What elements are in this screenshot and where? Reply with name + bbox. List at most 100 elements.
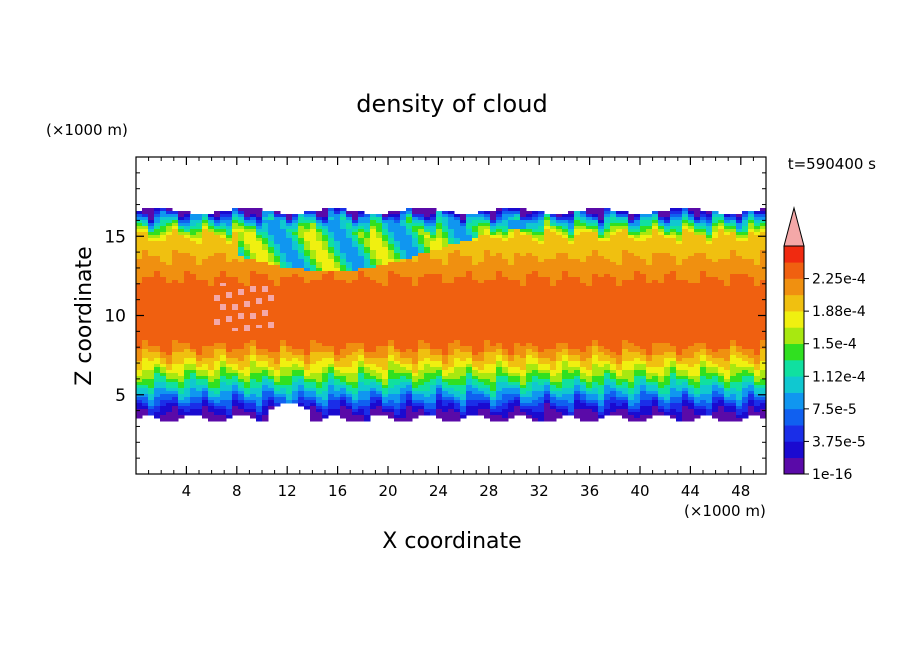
contour-cell: [466, 337, 473, 341]
contour-cell: [388, 289, 395, 293]
contour-cell: [658, 214, 665, 218]
contour-cell: [658, 322, 665, 326]
contour-cell: [370, 313, 377, 317]
contour-cell: [394, 307, 401, 311]
contour-cell: [748, 289, 755, 293]
contour-cell: [460, 316, 467, 320]
contour-cell: [382, 295, 389, 299]
contour-cell: [466, 223, 473, 227]
contour-cell: [694, 316, 701, 320]
contour-cell: [208, 343, 215, 347]
contour-cell: [430, 319, 437, 323]
contour-cell: [382, 220, 389, 224]
contour-cell: [556, 235, 563, 239]
contour-cell: [604, 268, 611, 272]
contour-cell: [556, 319, 563, 323]
contour-cell: [670, 265, 677, 269]
contour-cell: [256, 208, 263, 212]
contour-cell: [568, 214, 575, 218]
contour-cell: [538, 232, 545, 236]
contour-cell: [460, 349, 467, 353]
contour-cell: [358, 289, 365, 293]
contour-cell: [364, 232, 371, 236]
contour-cell: [760, 223, 766, 227]
contour-cell: [352, 325, 359, 329]
contour-cell: [436, 229, 443, 233]
contour-cell: [460, 286, 467, 290]
contour-cell: [670, 310, 677, 314]
contour-cell: [652, 301, 659, 305]
contour-cell: [724, 340, 731, 344]
contour-cell: [376, 256, 383, 260]
contour-cell: [262, 223, 269, 227]
contour-cell: [574, 325, 581, 329]
contour-cell: [532, 211, 539, 215]
contour-cell: [730, 340, 737, 344]
contour-cell: [664, 262, 671, 266]
contour-cell: [538, 283, 545, 287]
contour-cell: [562, 316, 569, 320]
contour-cell: [706, 232, 713, 236]
contour-cell: [508, 295, 515, 299]
contour-cell: [388, 223, 395, 227]
contour-cell: [538, 316, 545, 320]
contour-cell: [568, 349, 575, 353]
contour-cell: [286, 256, 293, 260]
contour-cell: [712, 220, 719, 224]
contour-cell: [526, 283, 533, 287]
contour-cell: [322, 316, 329, 320]
contour-cell: [310, 220, 317, 224]
contour-cell: [676, 274, 683, 278]
contour-cell: [694, 346, 701, 350]
contour-cell: [586, 232, 593, 236]
contour-cell: [478, 346, 485, 350]
contour-cell: [364, 292, 371, 296]
contour-cell: [442, 283, 449, 287]
contour-cell: [760, 238, 766, 242]
contour-cell: [388, 346, 395, 350]
contour-cell: [478, 325, 485, 329]
contour-cell: [580, 277, 587, 281]
contour-cell: [166, 322, 173, 326]
contour-cell: [352, 316, 359, 320]
contour-cell: [190, 274, 197, 278]
contour-cell: [136, 322, 143, 326]
contour-cell: [322, 322, 329, 326]
contour-cell: [526, 229, 533, 233]
contour-cell: [364, 226, 371, 230]
contour-cell: [670, 232, 677, 236]
contour-cell: [580, 256, 587, 260]
contour-cell: [202, 301, 209, 305]
contour-cell: [448, 295, 455, 299]
contour-cell: [700, 340, 707, 344]
contour-cell: [172, 340, 179, 344]
contour-cell: [508, 229, 515, 233]
contour-cell: [598, 235, 605, 239]
contour-cell: [550, 262, 557, 266]
contour-cell: [274, 325, 281, 329]
contour-cell: [232, 214, 239, 218]
contour-cell: [574, 322, 581, 326]
contour-cell: [472, 256, 479, 260]
contour-cell: [526, 349, 533, 353]
contour-cell: [712, 241, 719, 245]
contour-cell: [730, 283, 737, 287]
contour-cell: [244, 241, 251, 245]
contour-cell: [436, 283, 443, 287]
contour-cell: [370, 316, 377, 320]
contour-cell: [352, 337, 359, 341]
contour-cell: [352, 220, 359, 224]
contour-cell: [334, 268, 341, 272]
contour-cell: [676, 211, 683, 215]
contour-cell: [202, 235, 209, 239]
contour-cell: [712, 256, 719, 260]
contour-cell: [406, 334, 413, 338]
contour-cell: [496, 292, 503, 296]
contour-cell: [472, 349, 479, 353]
contour-cell: [244, 304, 251, 308]
contour-cell: [412, 232, 419, 236]
contour-cell: [148, 301, 155, 305]
contour-cell: [448, 298, 455, 302]
contour-cell: [370, 331, 377, 335]
contour-cell: [622, 265, 629, 269]
